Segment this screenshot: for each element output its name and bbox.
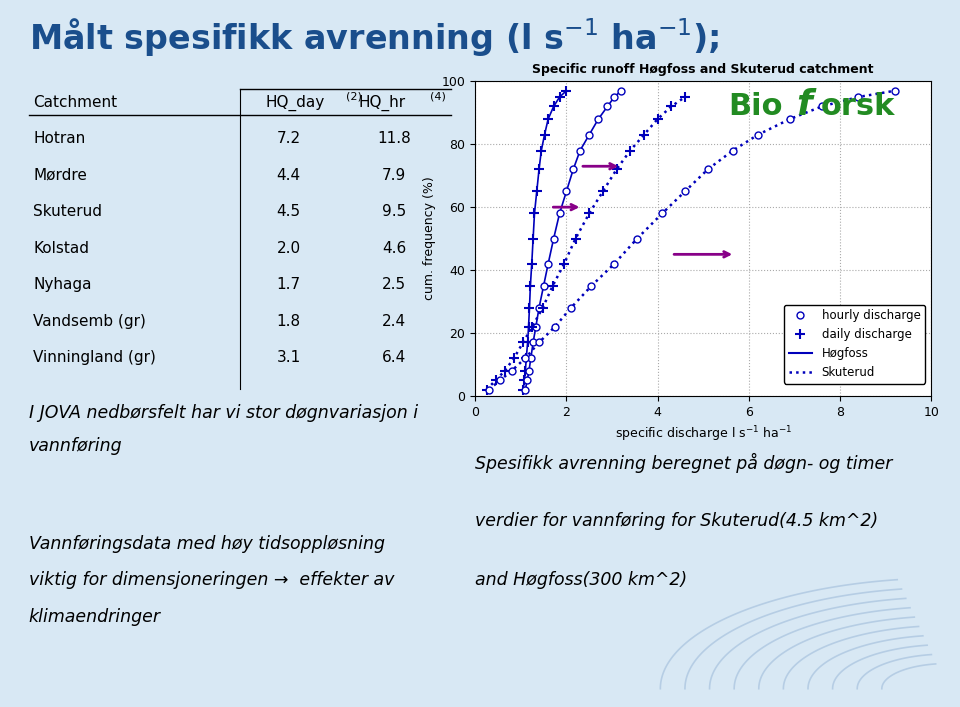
Text: Vandsemb (gr): Vandsemb (gr) bbox=[33, 314, 146, 329]
Text: 11.8: 11.8 bbox=[377, 132, 411, 146]
Text: 2.0: 2.0 bbox=[276, 241, 300, 256]
X-axis label: specific discharge l s$^{-1}$ ha$^{-1}$: specific discharge l s$^{-1}$ ha$^{-1}$ bbox=[614, 424, 792, 444]
Legend: hourly discharge, daily discharge, Høgfoss, Skuterud: hourly discharge, daily discharge, Høgfo… bbox=[784, 305, 925, 384]
Text: 1.7: 1.7 bbox=[276, 277, 300, 292]
Text: Målt spesifikk avrenning (l s$^{-1}$ ha$^{-1}$);: Målt spesifikk avrenning (l s$^{-1}$ ha$… bbox=[29, 16, 719, 58]
Text: Nyhaga: Nyhaga bbox=[33, 277, 91, 292]
Text: Skuterud: Skuterud bbox=[33, 204, 102, 219]
Title: Specific runoff Høgfoss and Skuterud catchment: Specific runoff Høgfoss and Skuterud cat… bbox=[533, 63, 874, 76]
Text: klimaendringer: klimaendringer bbox=[29, 608, 161, 626]
Text: HQ_day: HQ_day bbox=[265, 95, 324, 111]
Text: 2.5: 2.5 bbox=[382, 277, 406, 292]
Text: 7.2: 7.2 bbox=[276, 132, 300, 146]
Text: f: f bbox=[796, 88, 812, 122]
Text: I JOVA nedbørsfelt har vi stor døgnvariasjon i: I JOVA nedbørsfelt har vi stor døgnvaria… bbox=[29, 404, 418, 422]
Text: HQ_hr: HQ_hr bbox=[358, 95, 405, 111]
Text: Mørdre: Mørdre bbox=[33, 168, 87, 183]
Text: (2): (2) bbox=[346, 91, 362, 101]
Text: 4.6: 4.6 bbox=[382, 241, 406, 256]
Text: and Høgfoss(300 km^2): and Høgfoss(300 km^2) bbox=[475, 571, 687, 589]
Text: viktig for dimensjoneringen →  effekter av: viktig for dimensjoneringen → effekter a… bbox=[29, 571, 395, 589]
Text: 4.4: 4.4 bbox=[276, 168, 300, 183]
Text: (4): (4) bbox=[430, 91, 446, 101]
Text: 6.4: 6.4 bbox=[382, 351, 406, 366]
Text: vannføring: vannføring bbox=[29, 438, 123, 455]
Text: verdier for vannføring for Skuterud(4.5 km^2): verdier for vannføring for Skuterud(4.5 … bbox=[475, 512, 878, 530]
Text: 1.8: 1.8 bbox=[276, 314, 300, 329]
Y-axis label: cum. frequency (%): cum. frequency (%) bbox=[423, 177, 436, 300]
Text: 7.9: 7.9 bbox=[382, 168, 406, 183]
Text: Vannføringsdata med høy tidsoppløsning: Vannføringsdata med høy tidsoppløsning bbox=[29, 534, 385, 553]
Text: orsk: orsk bbox=[821, 91, 896, 121]
Text: Vinningland (gr): Vinningland (gr) bbox=[33, 351, 156, 366]
Text: 4.5: 4.5 bbox=[276, 204, 300, 219]
Text: Catchment: Catchment bbox=[33, 95, 117, 110]
Text: 3.1: 3.1 bbox=[276, 351, 300, 366]
Text: Kolstad: Kolstad bbox=[33, 241, 89, 256]
Text: 9.5: 9.5 bbox=[382, 204, 406, 219]
Text: Bio: Bio bbox=[729, 91, 783, 121]
Text: Spesifikk avrenning beregnet på døgn- og timer: Spesifikk avrenning beregnet på døgn- og… bbox=[475, 452, 893, 472]
Text: 2.4: 2.4 bbox=[382, 314, 406, 329]
Text: Hotran: Hotran bbox=[33, 132, 85, 146]
